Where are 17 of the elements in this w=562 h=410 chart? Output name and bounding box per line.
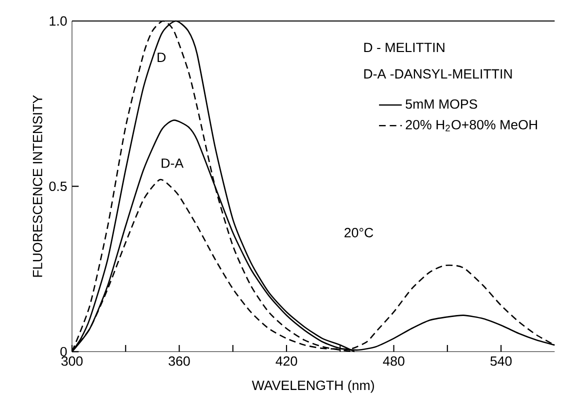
annotation: D	[158, 52, 166, 62]
x-axis-title: WAVELENGTH (nm)	[252, 380, 374, 393]
x-tick-label: 300	[61, 356, 83, 366]
x-tick-label: 480	[382, 356, 404, 366]
legend-label: 5mM MOPS	[406, 100, 478, 109]
y-tick-label: 0.5	[49, 182, 67, 192]
x-tick-label: 420	[276, 356, 298, 366]
annotation: D-A -DANSYL-MELITTIN	[364, 69, 512, 79]
y-tick-label: 0	[60, 347, 67, 357]
legend-label: 20% H$_{2}$O+80% MeOH	[406, 120, 537, 132]
annotation: 20°C	[344, 228, 374, 238]
x-tick-label: 540	[490, 356, 512, 366]
y-axis-title: FLUORESCENCE INTENSITY	[32, 95, 42, 277]
x-tick-label: 360	[168, 356, 190, 366]
y-tick-label: 1.0	[50, 16, 67, 26]
annotation: D-A	[162, 158, 184, 168]
annotation: D - MELITTIN	[364, 43, 444, 52]
